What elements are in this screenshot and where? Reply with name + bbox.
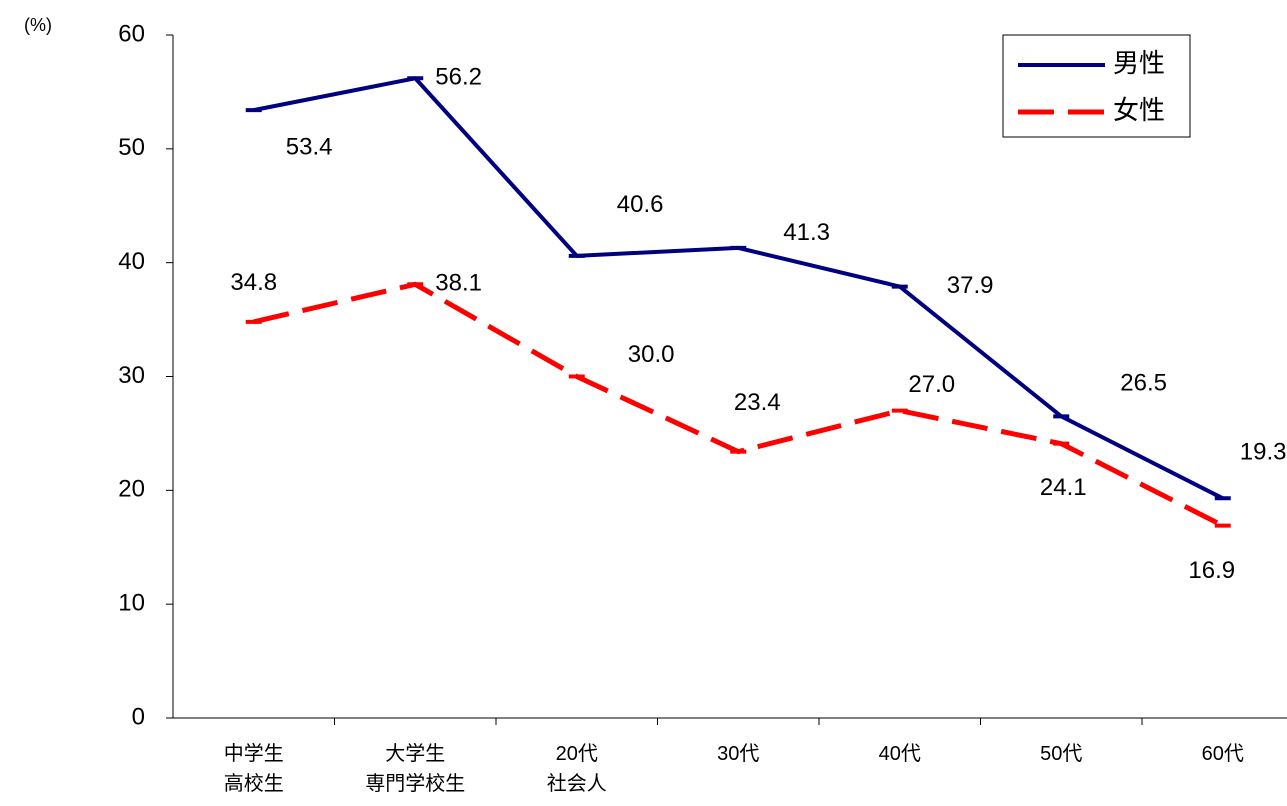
data-label: 40.6 <box>617 191 664 218</box>
legend-label: 女性 <box>1113 95 1165 125</box>
legend-box <box>1002 34 1191 138</box>
x-tick-label: 20代社会人 <box>547 742 607 795</box>
y-tick-label: 0 <box>132 703 145 730</box>
x-tick-label: 60代 <box>1202 742 1244 765</box>
legend-label: 男性 <box>1113 48 1165 78</box>
data-label: 53.4 <box>286 133 333 160</box>
x-tick-label: 40代 <box>879 742 921 765</box>
data-label: 38.1 <box>435 270 482 297</box>
data-label: 24.1 <box>1040 474 1087 501</box>
x-tick-label: 大学生専門学校生 <box>365 742 465 795</box>
y-tick-label: 20 <box>118 476 145 503</box>
y-tick-label: 50 <box>118 134 145 161</box>
data-label: 16.9 <box>1188 557 1235 584</box>
y-axis-label: (%) <box>24 15 52 35</box>
data-label: 19.3 <box>1240 439 1287 466</box>
data-label: 34.8 <box>230 269 277 296</box>
y-tick-label: 10 <box>118 590 145 617</box>
y-tick-label: 30 <box>118 362 145 389</box>
data-label: 56.2 <box>435 64 482 91</box>
data-label: 23.4 <box>734 389 781 416</box>
series-line <box>253 76 1224 501</box>
data-label: 41.3 <box>783 219 830 246</box>
y-tick-label: 40 <box>118 248 145 275</box>
data-label: 37.9 <box>947 272 994 299</box>
data-label: 27.0 <box>908 371 955 398</box>
x-tick-label: 50代 <box>1040 742 1082 765</box>
data-label: 26.5 <box>1120 370 1167 397</box>
x-tick-label: 中学生高校生 <box>224 742 284 795</box>
x-tick-label: 30代 <box>717 742 759 765</box>
data-label: 30.0 <box>628 341 675 368</box>
y-tick-label: 60 <box>118 20 145 47</box>
